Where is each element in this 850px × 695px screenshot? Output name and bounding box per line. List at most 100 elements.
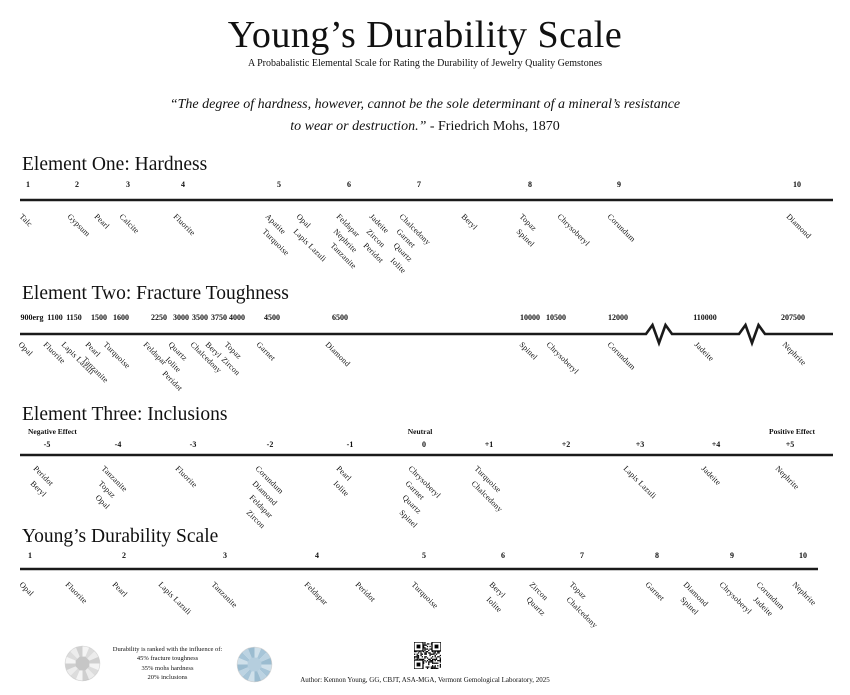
qr-code [413, 641, 442, 670]
mineral-label: Lapis Lazuli [156, 580, 194, 617]
scale-4-heading: Young’s Durability Scale [22, 526, 219, 547]
page-subtitle: A Probabalistic Elemental Scale for Rati… [247, 58, 603, 69]
effect-label: Neutral [407, 427, 433, 436]
mineral-label: Lapis Lazuli [621, 464, 659, 501]
mineral-label: Corundum [605, 340, 638, 372]
mineral-label: Diamond [323, 340, 353, 369]
scale-tick-label: 7 [580, 551, 584, 560]
scale-tick-label: -4 [114, 440, 122, 449]
white-gemstone-photo [64, 645, 101, 682]
scale-tick-label: +2 [561, 440, 571, 449]
scale-tick-label: 1 [26, 180, 30, 189]
scale-tick-label: 1100 [47, 313, 63, 322]
scale-tick-label: 2 [122, 551, 126, 560]
scale-tick-label: 1 [28, 551, 32, 560]
mineral-label: Nephrite [773, 464, 801, 492]
scale-tick-label: 0 [422, 440, 426, 449]
scale-tick-label: 3 [223, 551, 227, 560]
weighting-note-line: 20% inclusions [147, 674, 188, 682]
mineral-label: Peridot [353, 580, 378, 604]
scale-tick-label: 4 [315, 551, 319, 560]
axis-line [0, 319, 850, 349]
scale-tick-label: -5 [43, 440, 51, 449]
scale-tick-label: 12000 [608, 313, 628, 322]
scale-tick-label: 2250 [151, 313, 167, 322]
scale-tick-label: +3 [635, 440, 645, 449]
mineral-label: Chrysoberyl [544, 340, 581, 376]
effect-label: Positive Effect [768, 427, 816, 436]
scale-2-heading: Element Two: Fracture Toughness [22, 283, 289, 304]
mineral-label: Turquoise [409, 580, 441, 611]
scale-tick-label: 3750 [211, 313, 227, 322]
scale-tick-label: 6500 [332, 313, 348, 322]
scale-tick-label: 5 [277, 180, 281, 189]
mineral-label: Feldspar [302, 580, 330, 607]
mineral-label: Turquoise [101, 340, 133, 371]
quote-line1: “The degree of hardness, however, cannot… [169, 97, 681, 112]
mineral-label: Gypsum [65, 212, 93, 239]
scale-tick-label: -3 [189, 440, 197, 449]
scale-tick-label: 10 [799, 551, 807, 560]
author-credit: Author: Kennon Young, GG, CBJT, ASA-MGA,… [300, 676, 550, 684]
mineral-label: Pearl [92, 212, 112, 231]
scale-tick-label: 3500 [192, 313, 208, 322]
mineral-label: Opal [16, 340, 35, 358]
mineral-label: Calcite [117, 212, 142, 236]
scale-tick-label: 110000 [693, 313, 717, 322]
scale-tick-label: 8 [655, 551, 659, 560]
mineral-label: Fluorite [171, 212, 198, 238]
mineral-label: Spinel [517, 340, 540, 362]
scale-tick-label: 1600 [113, 313, 129, 322]
scale-tick-label: 9 [730, 551, 734, 560]
scale-tick-label: 2 [75, 180, 79, 189]
scale-tick-label: 6 [347, 180, 351, 189]
scale-tick-label: 4500 [264, 313, 280, 322]
weighting-note: Durability is ranked with the influence … [105, 645, 230, 683]
mineral-label: Chrysoberyl [555, 212, 592, 248]
mineral-label: Lapis Lazuli [291, 226, 329, 263]
scale-tick-label: 900erg [20, 313, 44, 322]
mineral-label: Diamond [784, 212, 814, 241]
mineral-label: Nephrite [790, 580, 818, 608]
scale-tick-label: 4 [181, 180, 185, 189]
mineral-label: Opal [17, 580, 36, 598]
scale-tick-label: 10500 [546, 313, 566, 322]
quote-attribution: - Friedrich Mohs, 1870 [426, 118, 560, 134]
quote-line2: to wear or destruction.” [290, 118, 427, 134]
scale-tick-label: +5 [785, 440, 795, 449]
mineral-label: Jadeite [692, 340, 716, 364]
scale-tick-label: 207500 [781, 313, 805, 322]
scale-tick-label: +1 [484, 440, 494, 449]
scale-tick-label: 1500 [91, 313, 107, 322]
mineral-label: Corundum [605, 212, 638, 244]
page-title: Young’s Durability Scale [227, 14, 623, 56]
mineral-label: Garnet [254, 340, 278, 363]
scale-tick-label: 6 [501, 551, 505, 560]
scale-tick-label: 4000 [229, 313, 245, 322]
effect-label: Negative Effect [28, 427, 77, 436]
scale-tick-label: +4 [711, 440, 721, 449]
scale-tick-label: 10 [793, 180, 801, 189]
scale-tick-label: 3 [126, 180, 130, 189]
mineral-label: Chrysoberyl [717, 580, 754, 616]
weighting-note-line: Durability is ranked with the influence … [112, 646, 223, 653]
blue-gemstone-photo [236, 646, 273, 683]
mineral-label: Fluorite [63, 580, 90, 606]
mineral-label: Jadeite [699, 464, 723, 488]
scale-tick-label: -1 [346, 440, 354, 449]
scale-1-heading: Element One: Hardness [22, 154, 208, 175]
scale-tick-label: 9 [617, 180, 621, 189]
scale-tick-label: 8 [528, 180, 532, 189]
mohs-quote: “The degree of hardness, however, cannot… [0, 94, 850, 137]
scale-tick-label: 10000 [520, 313, 540, 322]
scale-tick-label: 1150 [66, 313, 82, 322]
mineral-label: Pearl [110, 580, 130, 599]
mineral-label: Garnet [643, 580, 667, 603]
mineral-label: Beryl [459, 212, 480, 232]
scale-tick-label: 5 [422, 551, 426, 560]
mineral-label: Talc [17, 212, 35, 229]
scale-tick-label: 7 [417, 180, 421, 189]
mineral-label: Nephrite [780, 340, 808, 368]
weighting-note-line: 35% mohs hardness [141, 664, 194, 672]
